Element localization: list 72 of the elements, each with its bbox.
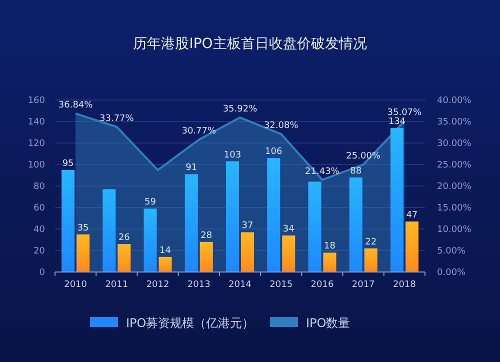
y2-tick-label: 15.00% xyxy=(437,204,472,214)
x-tick-label: 2018 xyxy=(392,280,416,290)
bar xyxy=(102,189,116,272)
bar xyxy=(62,170,75,272)
y2-tick-label: 5.00% xyxy=(437,246,466,256)
data-label: 47 xyxy=(406,210,418,220)
bar xyxy=(144,208,157,272)
data-label: 28 xyxy=(200,230,212,241)
bar xyxy=(308,182,322,272)
data-label: 30.77% xyxy=(182,126,216,137)
data-label: 106 xyxy=(265,147,282,158)
data-label: 21.43% xyxy=(305,166,340,177)
y-tick-label: 0 xyxy=(39,268,46,278)
y2-tick-label: 30.00% xyxy=(437,139,472,149)
bar xyxy=(405,221,418,272)
x-tick-label: 2013 xyxy=(187,280,210,290)
bar xyxy=(390,128,404,272)
data-label: 36.84% xyxy=(58,100,94,111)
bar xyxy=(184,174,198,272)
bar xyxy=(267,158,280,272)
data-label: 35.92% xyxy=(222,104,258,115)
x-tick-label: 2015 xyxy=(270,280,293,290)
data-label: 134 xyxy=(388,116,406,127)
x-tick-label: 2014 xyxy=(228,280,252,290)
y-tick-label: 60 xyxy=(34,204,46,214)
legend-label: IPO数量 xyxy=(306,316,350,330)
bar xyxy=(349,177,362,272)
bar xyxy=(364,248,378,272)
bar xyxy=(241,232,254,272)
y2-tick-label: 0.00% xyxy=(437,268,466,278)
bar xyxy=(158,256,172,272)
bar xyxy=(76,234,90,272)
bar xyxy=(282,235,296,272)
y2-tick-label: 25.00% xyxy=(437,160,472,170)
bar xyxy=(323,252,336,272)
y-tick-label: 120 xyxy=(28,139,46,149)
x-tick-label: 2011 xyxy=(105,280,128,290)
y-tick-label: 40 xyxy=(34,225,46,235)
x-tick-label: 2016 xyxy=(310,280,334,290)
data-label: 59 xyxy=(144,198,156,208)
bar xyxy=(118,244,131,272)
y-tick-label: 100 xyxy=(28,160,46,170)
data-label: 26 xyxy=(118,233,130,244)
y2-tick-label: 40.00% xyxy=(437,96,472,106)
data-label: 35.07% xyxy=(387,108,422,118)
y2-tick-label: 10.00% xyxy=(437,225,472,235)
data-label: 35 xyxy=(77,223,89,234)
x-tick-label: 2012 xyxy=(146,280,170,290)
data-label: 14 xyxy=(160,246,172,256)
x-tick-label: 2010 xyxy=(64,280,88,290)
data-label: 95 xyxy=(62,158,74,169)
x-tick-label: 2017 xyxy=(352,280,375,290)
data-label: 37 xyxy=(242,221,254,232)
y-tick-label: 20 xyxy=(34,246,46,256)
bar xyxy=(226,161,239,272)
legend-label: IPO募资规模（亿港元） xyxy=(126,316,254,330)
data-label: 91 xyxy=(186,163,198,174)
y-tick-label: 80 xyxy=(34,182,46,192)
bar xyxy=(200,242,213,272)
data-label: 18 xyxy=(324,242,336,252)
y-tick-label: 140 xyxy=(28,118,46,128)
y-tick-label: 160 xyxy=(28,96,46,106)
data-label: 103 xyxy=(224,150,242,160)
data-label: 32.08% xyxy=(264,121,299,132)
chart-title: 历年港股IPO主板首日收盘价破发情况 xyxy=(133,36,367,52)
data-label: 25.00% xyxy=(346,152,381,162)
data-label: 88 xyxy=(350,166,362,176)
data-label: 22 xyxy=(365,237,377,248)
y2-tick-label: 20.00% xyxy=(437,182,472,192)
data-label: 33.77% xyxy=(100,114,134,124)
data-label: 34 xyxy=(282,224,295,234)
y2-tick-label: 35.00% xyxy=(437,118,472,128)
